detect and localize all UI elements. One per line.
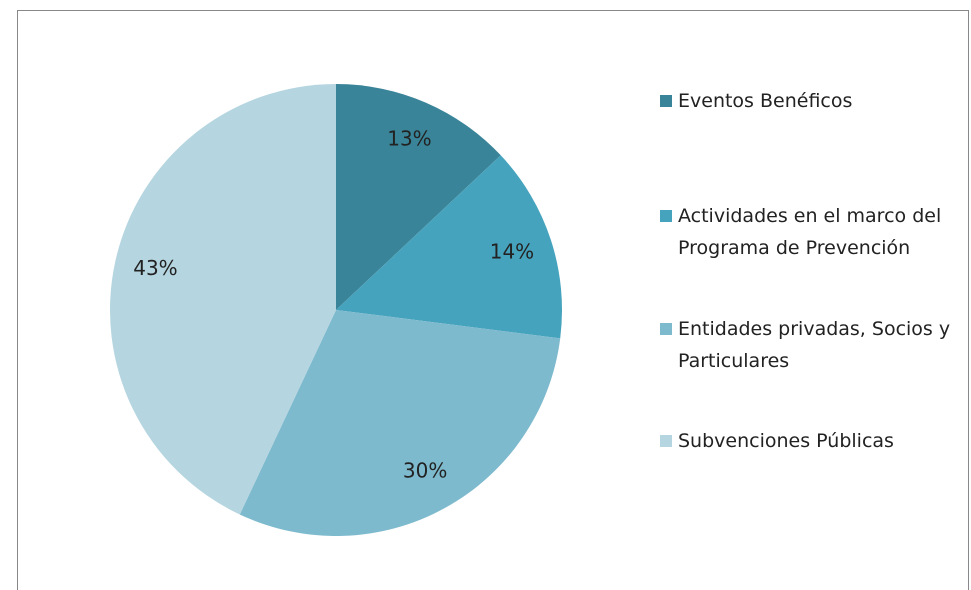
pie-slice [110, 84, 336, 515]
legend-swatch [660, 210, 672, 222]
legend-item: Eventos Benéficos [660, 85, 965, 117]
data-label: 14% [490, 239, 534, 263]
chart-frame [17, 10, 969, 590]
legend-swatch [660, 323, 672, 335]
legend-label: Subvenciones Públicas [678, 430, 894, 452]
pie-slice [336, 155, 562, 339]
legend-label: Actividades en el marco del Programa de … [678, 205, 942, 259]
legend-swatch [660, 95, 672, 107]
pie-slice [239, 310, 561, 536]
legend-item: Actividades en el marco del Programa de … [660, 200, 965, 264]
legend-item: Entidades privadas, Socios y Particulare… [660, 313, 965, 377]
data-label: 13% [387, 127, 431, 151]
data-label: 43% [133, 256, 177, 280]
legend-item: Subvenciones Públicas [660, 425, 965, 457]
legend-swatch [660, 435, 672, 447]
pie-slice [336, 84, 501, 310]
legend-label: Eventos Benéficos [678, 90, 853, 112]
data-label: 30% [403, 459, 447, 483]
legend-label: Entidades privadas, Socios y Particulare… [678, 318, 951, 372]
